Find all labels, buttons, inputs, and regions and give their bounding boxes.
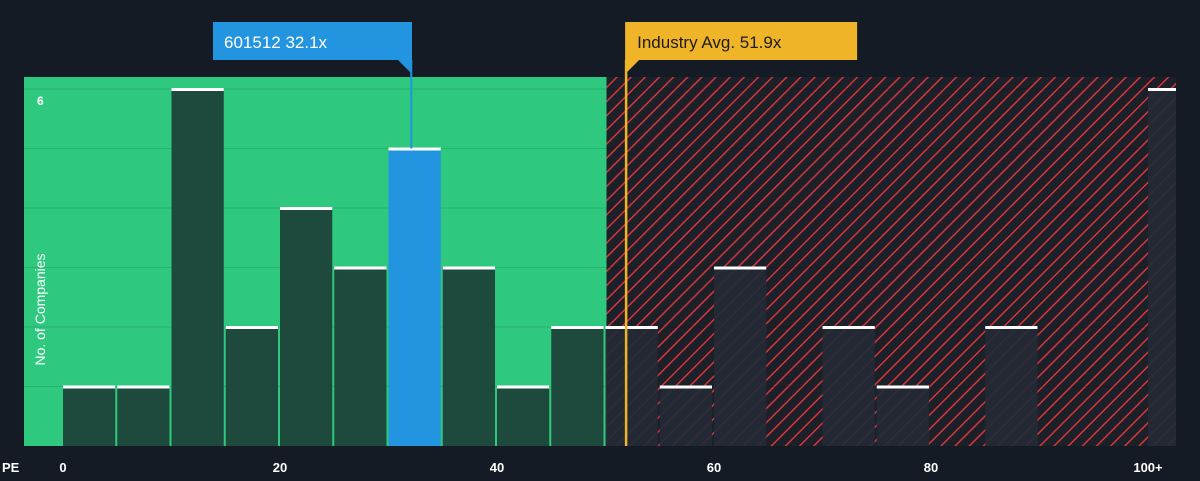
histogram-bar — [442, 267, 495, 446]
histogram-bar — [171, 89, 224, 446]
histogram-bar — [822, 327, 875, 446]
bar-top-line — [605, 326, 658, 329]
company-callout-label: 601512 32.1x — [224, 33, 328, 52]
x-tick-label: 80 — [924, 460, 938, 475]
overvalued-region — [606, 77, 1176, 446]
industry-avg-callout-label: Industry Avg. 51.9x — [637, 33, 782, 52]
bar-top-line — [334, 266, 387, 270]
bar-top-line — [63, 385, 116, 389]
x-tick-label: 100+ — [1133, 460, 1163, 475]
histogram-bar — [497, 386, 550, 446]
bar-top-line — [117, 385, 170, 389]
histogram-bar — [280, 208, 333, 446]
bar-top-line — [171, 88, 224, 91]
bar-top-line — [551, 326, 604, 329]
bar-top-line — [985, 326, 1038, 329]
bar-top-line — [388, 147, 441, 151]
histogram-bar — [1148, 89, 1176, 446]
histogram-bar — [714, 267, 767, 446]
company-callout-box — [213, 22, 412, 60]
histogram-bar — [605, 327, 658, 446]
bar-top-line — [1148, 88, 1176, 91]
histogram-bar — [63, 386, 116, 446]
bar-top-line — [714, 266, 767, 270]
bar-top-line — [225, 326, 278, 329]
bar-top-line — [280, 207, 333, 210]
x-tick-label: 20 — [273, 460, 287, 475]
industry-avg-callout-pointer — [625, 60, 640, 74]
histogram-bar — [985, 327, 1038, 446]
x-tick-label: 60 — [707, 460, 721, 475]
histogram-bar — [876, 386, 929, 446]
company-bar — [388, 148, 441, 446]
bar-top-line — [822, 326, 875, 329]
histogram-bar — [117, 386, 170, 446]
histogram-bar — [659, 386, 712, 446]
x-tick-label: 40 — [490, 460, 504, 475]
bar-top-line — [876, 385, 929, 389]
y-axis-title: No. of Companies — [32, 253, 48, 365]
bar-top-line — [659, 385, 712, 389]
histogram-bar — [334, 267, 387, 446]
bar-top-line — [442, 266, 495, 270]
y-tick-label: 6 — [37, 94, 44, 108]
x-axis-title: PE — [2, 460, 20, 475]
industry-avg-callout-box — [625, 22, 858, 60]
histogram-bar — [225, 327, 278, 446]
histogram-bar — [551, 327, 604, 446]
x-tick-label: 0 — [59, 460, 66, 475]
company-callout-pointer — [398, 60, 412, 74]
bar-top-line — [497, 385, 550, 389]
